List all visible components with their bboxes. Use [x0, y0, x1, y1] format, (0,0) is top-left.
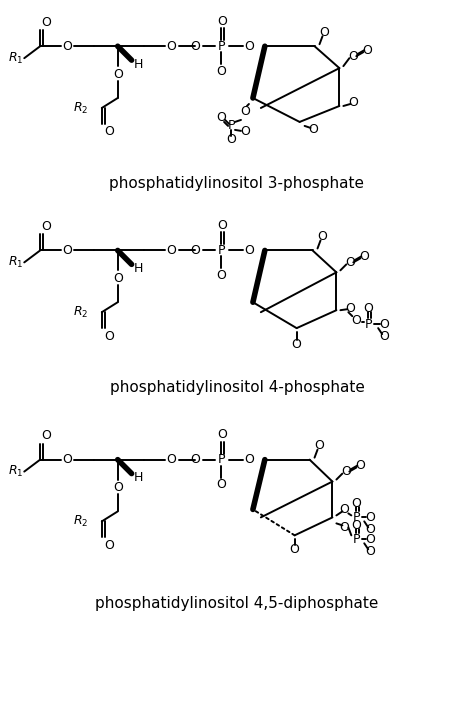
- Text: $R_1$: $R_1$: [9, 51, 24, 66]
- Text: O: O: [216, 269, 226, 282]
- Text: P: P: [218, 244, 225, 257]
- Text: O: O: [365, 533, 375, 546]
- Text: P: P: [353, 533, 360, 546]
- Text: O: O: [113, 481, 123, 494]
- Text: O: O: [346, 301, 356, 315]
- Text: O: O: [190, 244, 200, 257]
- Text: $R_2$: $R_2$: [73, 514, 88, 529]
- Text: O: O: [62, 453, 72, 466]
- Text: O: O: [216, 478, 226, 491]
- Text: O: O: [226, 133, 236, 146]
- Text: O: O: [315, 439, 324, 452]
- Text: O: O: [348, 95, 358, 108]
- Text: O: O: [339, 503, 349, 516]
- Text: O: O: [346, 256, 356, 269]
- Text: phosphatidylinositol 3-phosphate: phosphatidylinositol 3-phosphate: [109, 176, 365, 191]
- Text: P: P: [218, 453, 225, 466]
- Text: O: O: [351, 519, 361, 532]
- Text: O: O: [41, 16, 51, 29]
- Text: O: O: [319, 26, 329, 39]
- Text: O: O: [244, 453, 254, 466]
- Text: O: O: [216, 111, 226, 124]
- Text: O: O: [217, 219, 227, 232]
- Text: O: O: [348, 50, 358, 63]
- Text: O: O: [339, 521, 349, 534]
- Text: O: O: [363, 301, 373, 315]
- Text: O: O: [359, 250, 369, 263]
- Text: O: O: [309, 124, 319, 137]
- Text: O: O: [244, 244, 254, 257]
- Text: O: O: [351, 314, 361, 327]
- Text: O: O: [190, 40, 200, 53]
- Text: O: O: [217, 428, 227, 441]
- Text: P: P: [218, 40, 225, 53]
- Text: phosphatidylinositol 4,5-diphosphate: phosphatidylinositol 4,5-diphosphate: [95, 596, 379, 610]
- Text: $R_1$: $R_1$: [9, 254, 24, 270]
- Text: O: O: [62, 40, 72, 53]
- Text: O: O: [244, 40, 254, 53]
- Text: O: O: [365, 511, 375, 524]
- Text: O: O: [113, 68, 123, 80]
- Text: O: O: [166, 40, 176, 53]
- Text: O: O: [379, 317, 389, 330]
- Text: P: P: [365, 317, 372, 330]
- Text: $R_2$: $R_2$: [73, 304, 88, 320]
- Text: O: O: [113, 272, 123, 285]
- Text: O: O: [365, 544, 375, 557]
- Text: O: O: [365, 523, 375, 536]
- Text: O: O: [240, 106, 250, 119]
- Text: O: O: [104, 125, 114, 138]
- Text: O: O: [104, 330, 114, 343]
- Text: O: O: [290, 543, 300, 556]
- Text: O: O: [356, 459, 365, 472]
- Text: O: O: [166, 453, 176, 466]
- Text: O: O: [166, 244, 176, 257]
- Text: P: P: [228, 119, 235, 132]
- Text: O: O: [217, 14, 227, 27]
- Text: H: H: [134, 471, 143, 484]
- Text: $R_1$: $R_1$: [9, 464, 24, 479]
- Text: O: O: [351, 497, 361, 510]
- Text: O: O: [41, 220, 51, 233]
- Text: P: P: [353, 511, 360, 524]
- Text: O: O: [292, 338, 301, 351]
- Text: O: O: [41, 429, 51, 442]
- Text: $R_2$: $R_2$: [73, 100, 88, 116]
- Text: O: O: [318, 230, 328, 243]
- Text: O: O: [62, 244, 72, 257]
- Text: O: O: [341, 465, 351, 478]
- Text: H: H: [134, 58, 143, 71]
- Text: O: O: [216, 64, 226, 77]
- Text: H: H: [134, 262, 143, 275]
- Text: O: O: [190, 453, 200, 466]
- Text: O: O: [240, 125, 250, 138]
- Text: phosphatidylinositol 4-phosphate: phosphatidylinositol 4-phosphate: [109, 380, 365, 395]
- Text: O: O: [379, 330, 389, 343]
- Text: O: O: [104, 539, 114, 552]
- Text: O: O: [362, 43, 372, 56]
